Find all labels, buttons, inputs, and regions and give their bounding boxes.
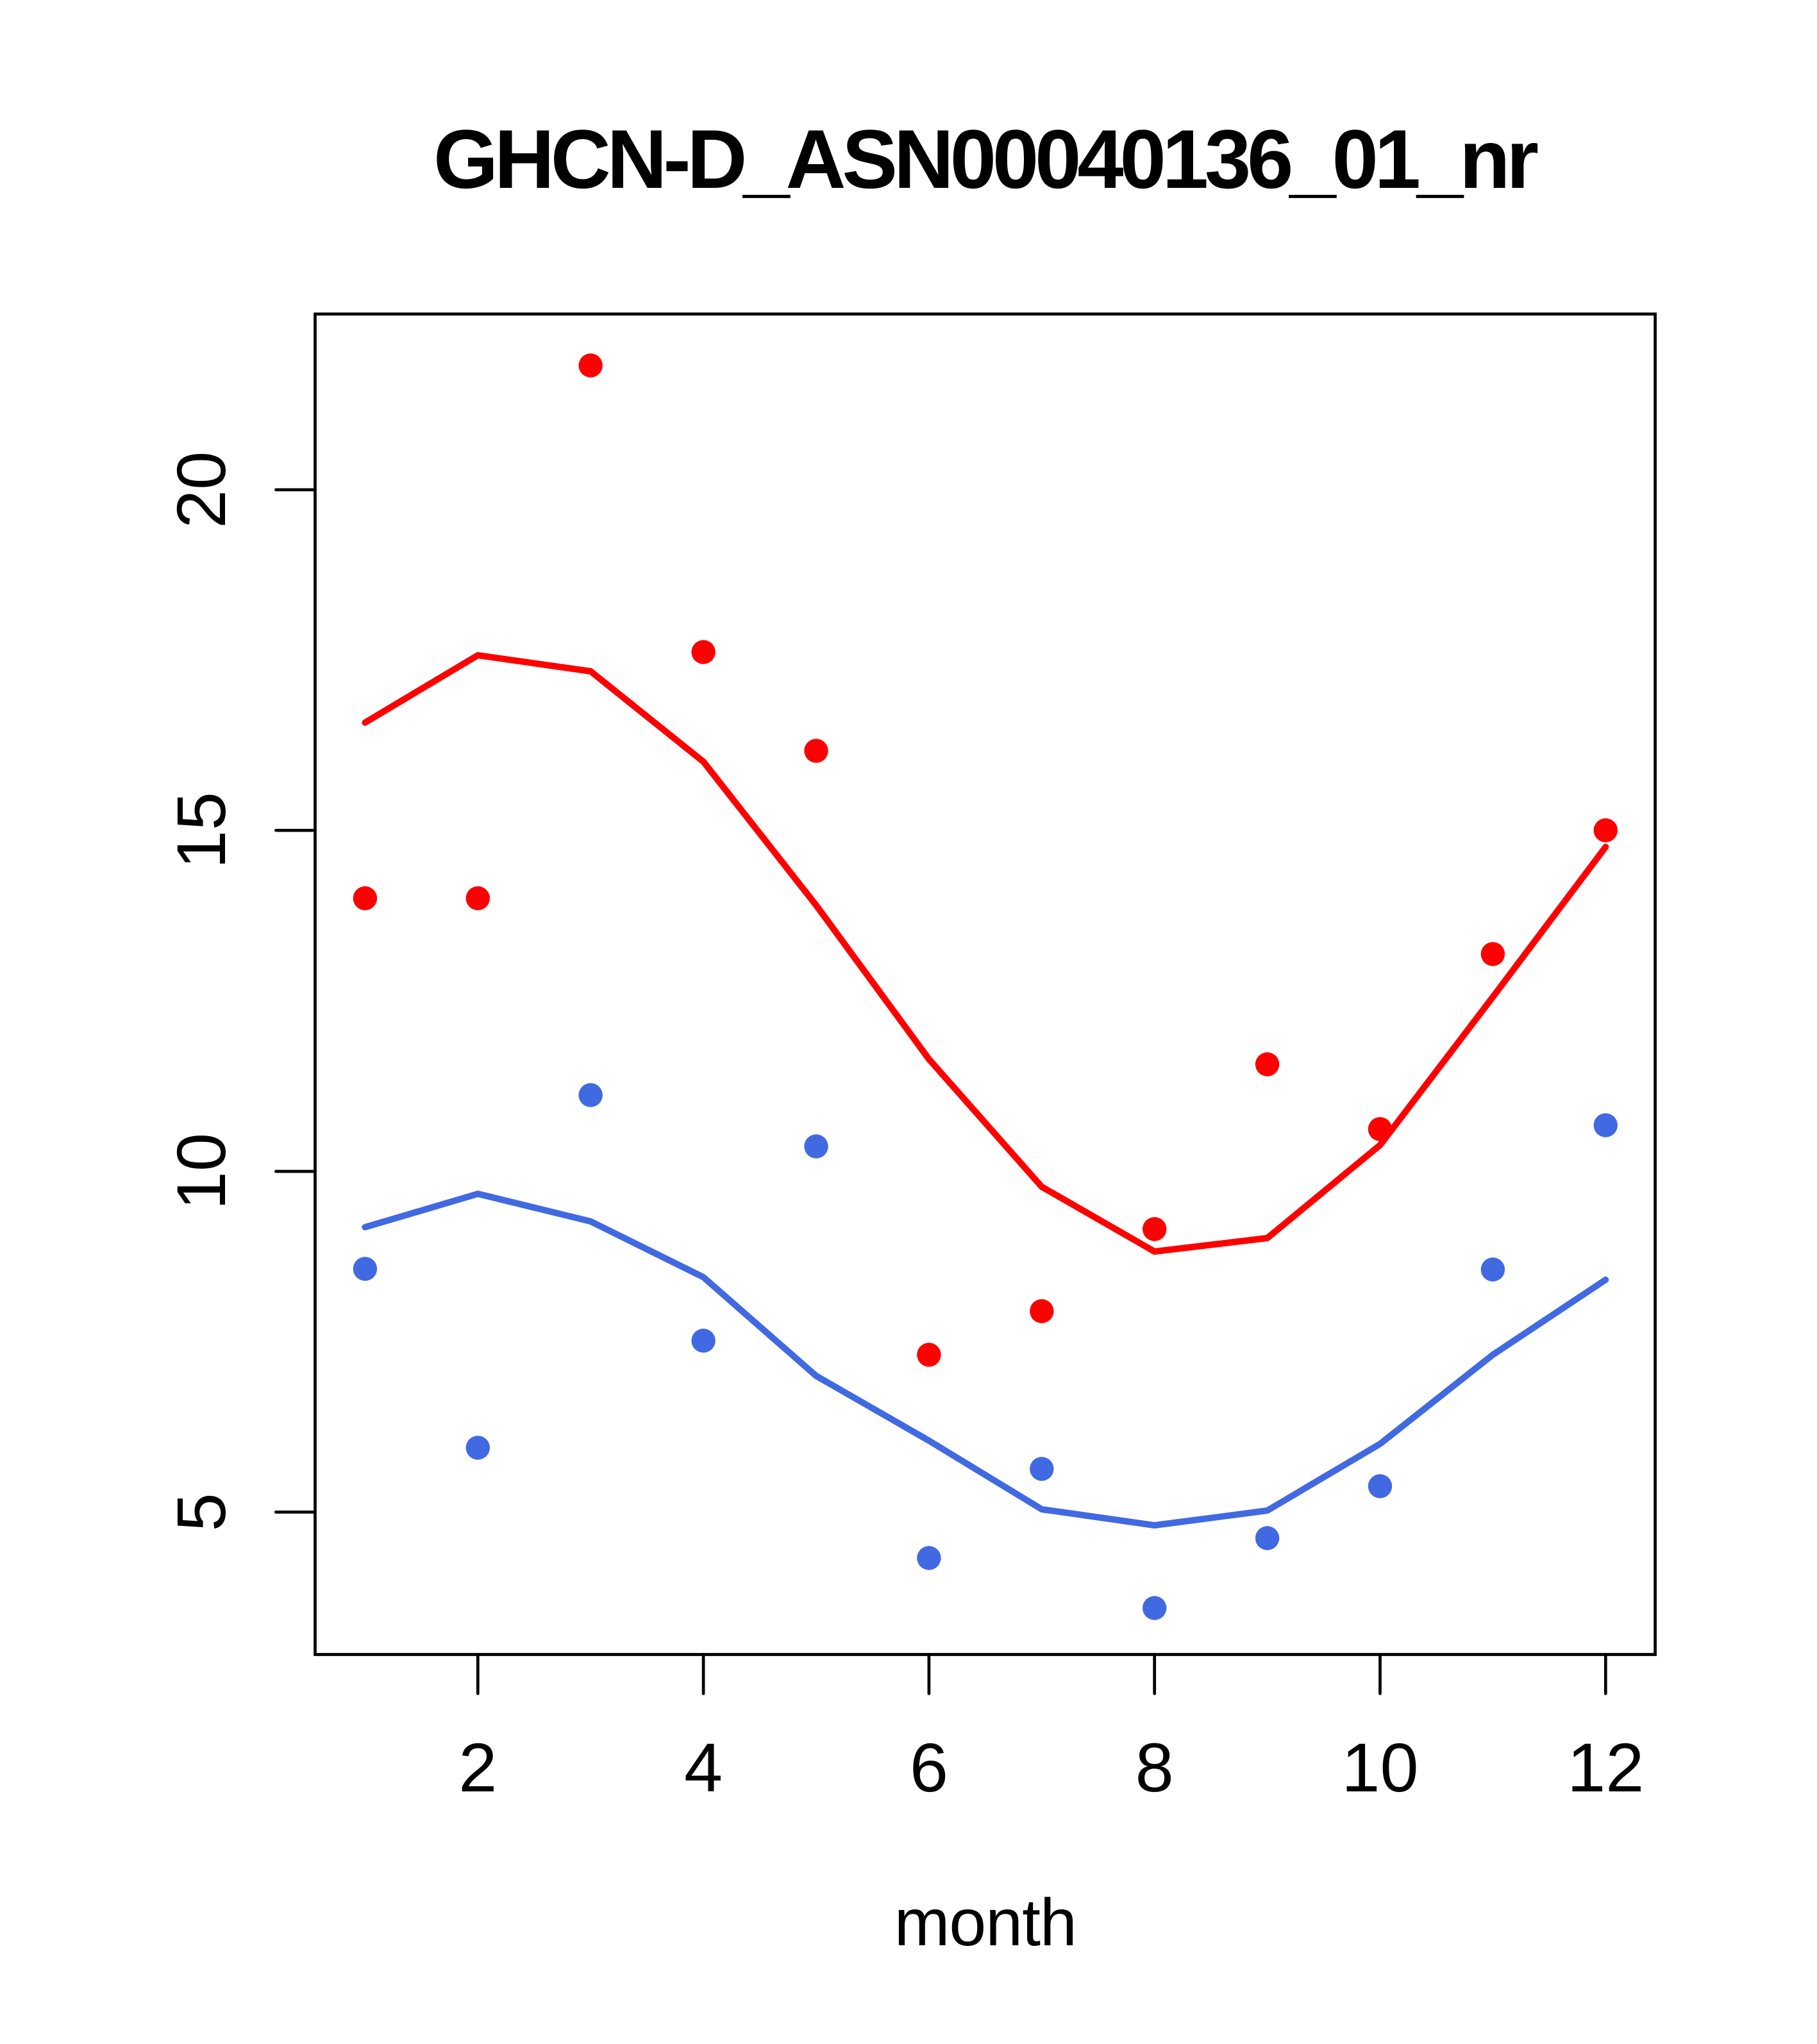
svg-text:10: 10 — [1341, 1729, 1418, 1806]
svg-text:12: 12 — [1567, 1729, 1644, 1806]
svg-text:5: 5 — [162, 1493, 240, 1531]
svg-text:4: 4 — [684, 1729, 723, 1806]
svg-text:6: 6 — [910, 1729, 948, 1806]
svg-text:month: month — [894, 1886, 1076, 1960]
svg-text:8: 8 — [1135, 1729, 1174, 1806]
svg-text:15: 15 — [162, 792, 240, 869]
svg-text:10: 10 — [162, 1133, 240, 1210]
svg-text:2: 2 — [458, 1729, 497, 1806]
svg-text:20: 20 — [162, 451, 240, 528]
svg-text:GHCN-D_ASN00040136_01_nr: GHCN-D_ASN00040136_01_nr — [433, 112, 1537, 206]
